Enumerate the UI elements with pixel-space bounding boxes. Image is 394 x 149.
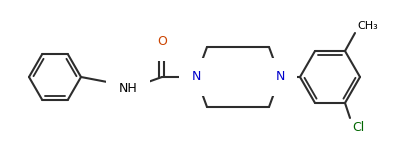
Text: N: N [191, 70, 201, 83]
Text: Cl: Cl [352, 121, 364, 134]
Text: N: N [275, 70, 285, 83]
Text: CH₃: CH₃ [357, 21, 378, 31]
Text: NH: NH [119, 83, 138, 96]
Text: O: O [157, 35, 167, 48]
